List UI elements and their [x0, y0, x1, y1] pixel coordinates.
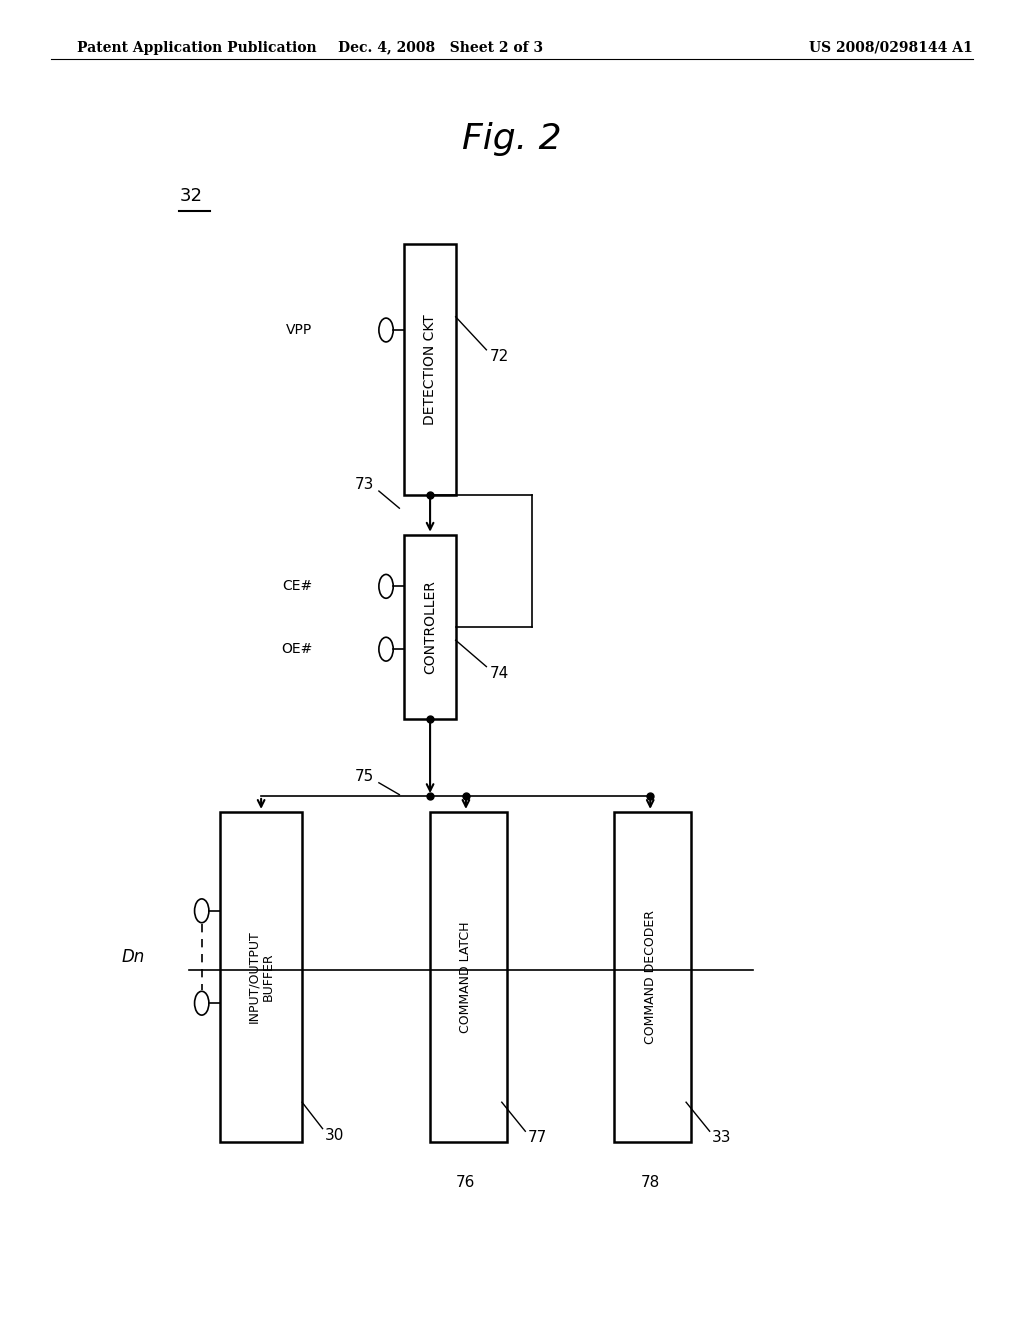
Text: DETECTION CKT: DETECTION CKT	[423, 314, 437, 425]
Text: 74: 74	[489, 665, 509, 681]
Text: 72: 72	[489, 348, 509, 364]
Ellipse shape	[379, 638, 393, 661]
Text: CONTROLLER: CONTROLLER	[423, 579, 437, 675]
Ellipse shape	[195, 991, 209, 1015]
Text: 32: 32	[179, 186, 202, 205]
Text: Dec. 4, 2008   Sheet 2 of 3: Dec. 4, 2008 Sheet 2 of 3	[338, 41, 543, 54]
Bar	[404, 535, 456, 719]
Text: VPP: VPP	[286, 323, 312, 337]
Bar	[614, 812, 691, 1142]
Text: Dn: Dn	[122, 948, 144, 966]
Text: 30: 30	[325, 1127, 344, 1143]
Text: 73: 73	[354, 477, 374, 492]
Text: 76: 76	[457, 1175, 475, 1189]
Ellipse shape	[379, 318, 393, 342]
Ellipse shape	[379, 574, 393, 598]
Text: Patent Application Publication: Patent Application Publication	[77, 41, 316, 54]
Bar	[430, 812, 507, 1142]
Text: INPUT/OUTPUT
BUFFER: INPUT/OUTPUT BUFFER	[247, 931, 275, 1023]
Text: Fig. 2: Fig. 2	[462, 121, 562, 156]
Bar	[220, 812, 302, 1142]
Text: 77: 77	[527, 1130, 547, 1146]
Text: COMMAND LATCH: COMMAND LATCH	[460, 921, 472, 1032]
Text: 33: 33	[712, 1130, 731, 1146]
Text: COMMAND DECODER: COMMAND DECODER	[644, 909, 656, 1044]
Text: 75: 75	[354, 768, 374, 784]
Text: 78: 78	[641, 1175, 659, 1189]
Text: CE#: CE#	[282, 579, 312, 594]
Bar	[404, 244, 456, 495]
Text: US 2008/0298144 A1: US 2008/0298144 A1	[809, 41, 973, 54]
Ellipse shape	[195, 899, 209, 923]
Text: OE#: OE#	[281, 642, 312, 656]
